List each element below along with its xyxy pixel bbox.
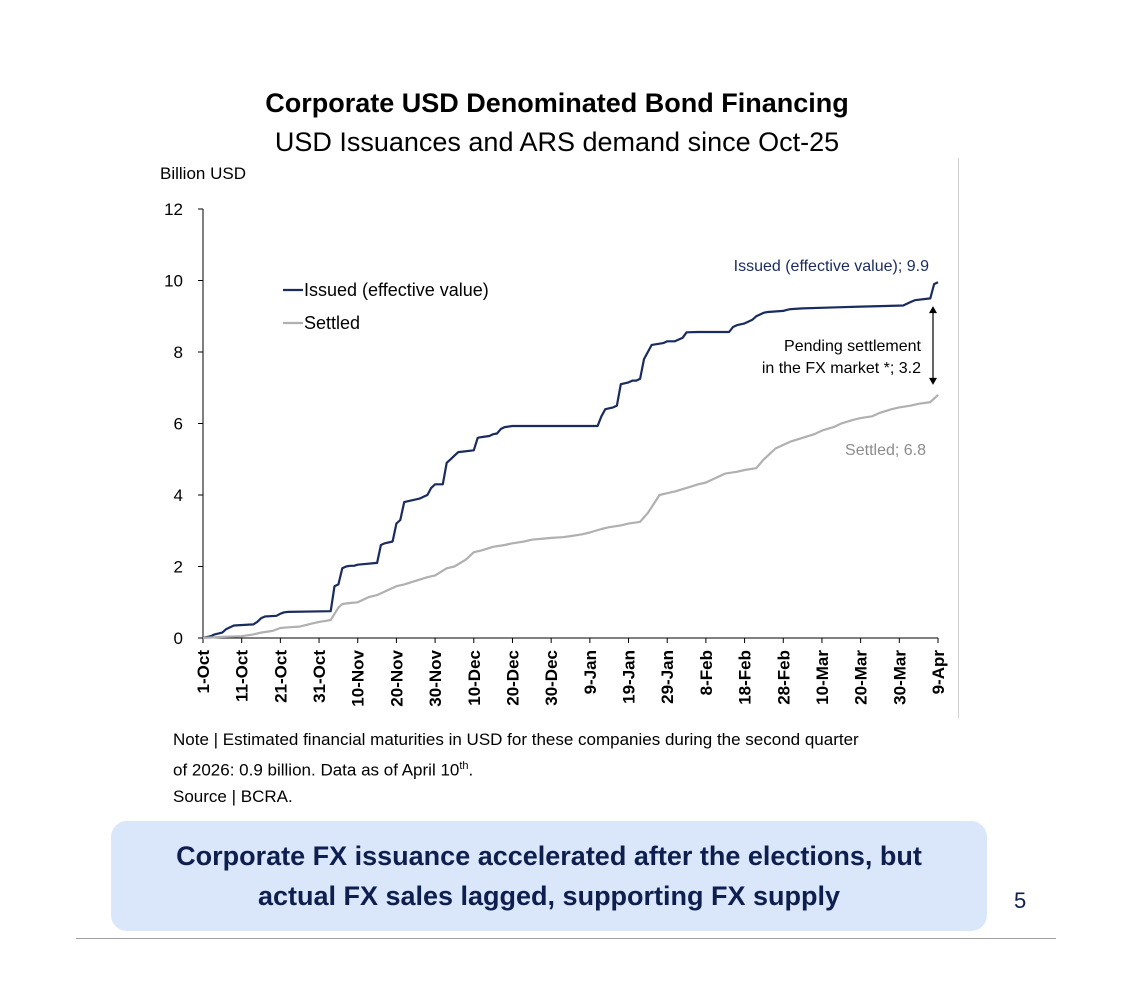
note-line-1: Note | Estimated financial maturities in…	[173, 730, 859, 749]
x-tick-label: 10-Dec	[465, 650, 484, 706]
note-line-2: of 2026: 0.9 billion. Data as of April 1…	[173, 760, 474, 780]
y-tick-label: 2	[174, 558, 183, 577]
pending-label-line2: in the FX market *; 3.2	[762, 360, 921, 377]
slide-divider-vertical	[958, 158, 959, 718]
issued-series-line	[202, 281, 939, 640]
x-tick-label: 10-Nov	[349, 649, 368, 706]
x-tick-label: 30-Nov	[426, 649, 445, 706]
x-tick-label: 30-Dec	[542, 650, 561, 706]
legend-issued-label: Issued (effective value)	[304, 280, 489, 300]
x-tick-label: 20-Dec	[503, 650, 522, 706]
y-tick-label: 8	[174, 343, 183, 362]
x-tick-label: 20-Mar	[852, 650, 871, 705]
source-line: Source | BCRA.	[173, 786, 293, 806]
settled-end-label: Settled; 6.8	[845, 442, 926, 459]
page-number: 5	[1014, 888, 1027, 913]
pending-arrow-head-up	[929, 306, 937, 314]
key-takeaway-text: Corporate FX issuance accelerated after …	[176, 841, 922, 911]
x-tick-label: 21-Oct	[271, 650, 290, 703]
y-tick-label: 10	[164, 272, 183, 291]
pending-arrow-head-down	[929, 377, 937, 385]
x-tick-label: 30-Mar	[890, 650, 909, 705]
footer-rule	[76, 938, 1056, 939]
x-tick-label: 20-Nov	[387, 649, 406, 706]
y-tick-label: 4	[174, 486, 183, 505]
key-takeaway-box: Corporate FX issuance accelerated after …	[111, 821, 987, 931]
y-axis-unit-label: Billion USD	[160, 164, 246, 183]
x-tick-label: 9-Jan	[581, 650, 600, 694]
settled-series-line	[202, 394, 939, 640]
legend-settled-label: Settled	[304, 313, 360, 333]
x-tick-label: 29-Jan	[658, 650, 677, 704]
issued-end-label: Issued (effective value); 9.9	[734, 258, 929, 275]
x-tick-label: 8-Feb	[697, 650, 716, 695]
pending-label-line1: Pending settlement	[784, 338, 922, 355]
y-tick-label: 0	[174, 629, 183, 648]
x-tick-label: 9-Apr	[929, 650, 948, 695]
x-tick-label: 1-Oct	[194, 650, 213, 694]
x-tick-label: 28-Feb	[774, 650, 793, 705]
x-tick-label: 18-Feb	[736, 650, 755, 705]
x-tick-label: 19-Jan	[620, 650, 639, 704]
chart-subtitle: USD Issuances and ARS demand since Oct-2…	[274, 127, 840, 157]
x-tick-label: 31-Oct	[310, 650, 329, 703]
footnote: Note | Estimated financial maturities in…	[173, 727, 993, 810]
x-tick-label: 10-Mar	[813, 650, 832, 705]
chart-title: Corporate USD Denominated Bond Financing	[265, 88, 849, 118]
y-tick-label: 12	[164, 200, 183, 219]
y-tick-label: 6	[174, 415, 183, 434]
x-tick-label: 11-Oct	[233, 650, 252, 702]
